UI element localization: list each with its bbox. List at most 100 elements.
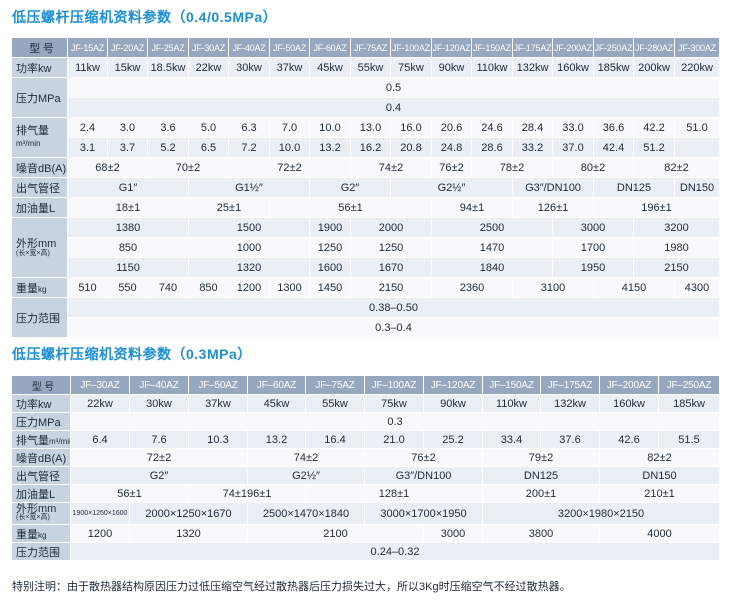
outlet-cell: G1½″ (188, 177, 310, 198)
power-cell: 132kw (512, 57, 553, 78)
table1-weight-row: 重量kg 510 550 740 850 1200 1300 1450 2150… (11, 277, 720, 298)
table1-pressure-row-2: 0.4 (12, 97, 720, 118)
outlet-cell: G2″ (309, 177, 391, 198)
weight-cell: 1200 (70, 524, 130, 543)
dims-label: 外形mm (长×宽×高) (11, 502, 71, 525)
power-cell: 37kw (269, 57, 310, 78)
model-cell: JF-40AZ (228, 37, 270, 58)
flow-label: 排气量m³/min (11, 430, 71, 449)
power-cell: 22kw (70, 394, 130, 413)
flow-cell: 20.6 (431, 117, 472, 138)
table1-dims-row-1: 外形mm (长×宽×高) 1380 1500 1900 2000 2500 30… (11, 217, 720, 278)
flow-cell: 42.2 (633, 117, 675, 138)
model-cell: JF-300AZ (674, 37, 720, 58)
oil-cell: 18±1 (67, 197, 189, 218)
dims-cell: 1900×1250×1600 (70, 502, 130, 525)
power-label: 功率kw (11, 57, 68, 78)
flow-cell: 16.2 (350, 137, 391, 158)
model-cell: JF–250AZ (658, 375, 720, 395)
flow-cell: 6.5 (188, 137, 229, 158)
dims-cell: 1250 (350, 237, 432, 258)
table2-oil-row: 加油量L 56±1 74±196±1 128±1 200±1 210±1 (11, 484, 720, 503)
dims-cell: 1670 (350, 257, 432, 278)
power-cell: 200kw (633, 57, 675, 78)
dims-cell: 1840 (431, 257, 553, 278)
power-cell: 110kw (482, 394, 541, 413)
dims-cell: 850 (67, 237, 189, 258)
flow-label-text: 排气量 (16, 125, 49, 137)
weight-cell: 4300 (674, 277, 720, 298)
weight-cell: 1450 (309, 277, 351, 298)
model-cell: JF-175AZ (512, 37, 553, 58)
flow-cell: 24.8 (431, 137, 472, 158)
flow-cell: 16.4 (305, 430, 365, 449)
flow-cell: 10.0 (309, 117, 351, 138)
table2-header-row: 型 号 JF–30AZ JF–40AZ JF–50AZ JF–60AZ JF–7… (11, 375, 720, 395)
flow-cell: 37.0 (552, 137, 594, 158)
flow-cell: 3.7 (107, 137, 148, 158)
power-cell: 22kw (188, 57, 229, 78)
dims-cell: 1150 (67, 257, 189, 278)
footnote: 特别注明：由于散热器结构原因压力过低压缩空气经过散热器后压力损失过大，所以3Kg… (12, 581, 571, 593)
power-cell: 45kw (247, 394, 306, 413)
weight-cell: 1200 (228, 277, 270, 298)
table2-range-row: 压力范围 0.24–0.32 (11, 542, 720, 561)
range-value: 0.38–0.50 (67, 297, 720, 318)
dims-cell: 3200 (633, 217, 720, 238)
weight-cell: 3000 (423, 524, 483, 543)
flow-cell: 21.0 (364, 430, 424, 449)
noise-cell: 72±2 (70, 448, 248, 467)
power-cell: 30kw (129, 394, 189, 413)
outlet-cell: DN150 (674, 177, 720, 198)
power-cell: 55kw (350, 57, 391, 78)
flow-cell: 7.2 (228, 137, 270, 158)
outlet-label: 出气管径 (11, 177, 68, 198)
flow-cell: 13.0 (350, 117, 391, 138)
power-cell: 11kw (67, 57, 108, 78)
range-value: 0.3–0.4 (67, 317, 720, 338)
weight-cell: 510 (67, 277, 108, 298)
table1-power-row: 功率kw 11kw 15kw 18.5kw 22kw 30kw 37kw 45k… (11, 57, 720, 78)
dims-label-text: 外形mm (16, 503, 57, 515)
table2-dims-row: 外形mm (长×宽×高) 1900×1250×1600 2000×1250×16… (11, 502, 720, 525)
model-cell: JF-60AZ (309, 37, 351, 58)
model-cell: JF-100AZ (390, 37, 432, 58)
model-cell: JF–75AZ (305, 375, 365, 395)
dims-cell: 2000×1250×1670 (129, 502, 248, 525)
flow-cell: 3.0 (107, 117, 148, 138)
noise-cell: 76±2 (364, 448, 483, 467)
flow-cell: 2.4 (67, 117, 108, 138)
power-cell: 185kw (658, 394, 720, 413)
flow-cell: 37.6 (540, 430, 600, 449)
table1-flow-row-2: 3.1 3.7 5.2 6.5 7.2 10.0 13.2 16.2 20.8 … (12, 137, 720, 158)
table1-pressure-row-1: 压力MPa 0.5 (11, 77, 720, 118)
spec-table-04-05mpa: 型 号 JF-15AZ JF-20AZ JF-25AZ JF-30AZ JF-4… (11, 37, 720, 338)
table1-range-row-1: 压力范围 0.38–0.50 (11, 297, 720, 338)
power-cell: 90kw (431, 57, 472, 78)
dims-cell: 1000 (188, 237, 310, 258)
oil-cell: 56±1 (70, 484, 189, 503)
flow-cell: 7.6 (129, 430, 189, 449)
flow-cell: 6.3 (228, 117, 270, 138)
weight-label: 重量kg (11, 524, 71, 543)
oil-cell: 210±1 (599, 484, 720, 503)
weight-unit: kg (38, 284, 47, 294)
range-label: 压力范围 (11, 297, 68, 338)
dims-cell: 3000×1700×1950 (364, 502, 483, 525)
dims-cell: 1500 (188, 217, 310, 238)
outlet-cell: DN125 (482, 466, 600, 485)
dims-cell: 3200×1980×2150 (482, 502, 720, 525)
flow-cell: 42.6 (599, 430, 659, 449)
oil-cell: 128±1 (305, 484, 483, 503)
pressure-value: 0.4 (67, 97, 720, 118)
power-cell: 75kw (364, 394, 424, 413)
model-cell: JF-250AZ (593, 37, 634, 58)
flow-label-text: 排气量 (16, 434, 49, 447)
flow-cell: 51.5 (658, 430, 720, 449)
power-cell: 160kw (599, 394, 659, 413)
dims-cell: 1470 (431, 237, 553, 258)
outlet-cell: G3″/DN100 (512, 177, 594, 198)
outlet-cell: G2½″ (247, 466, 365, 485)
flow-cell: 20.8 (390, 137, 432, 158)
dims-cell: 2500×1470×1840 (247, 502, 365, 525)
